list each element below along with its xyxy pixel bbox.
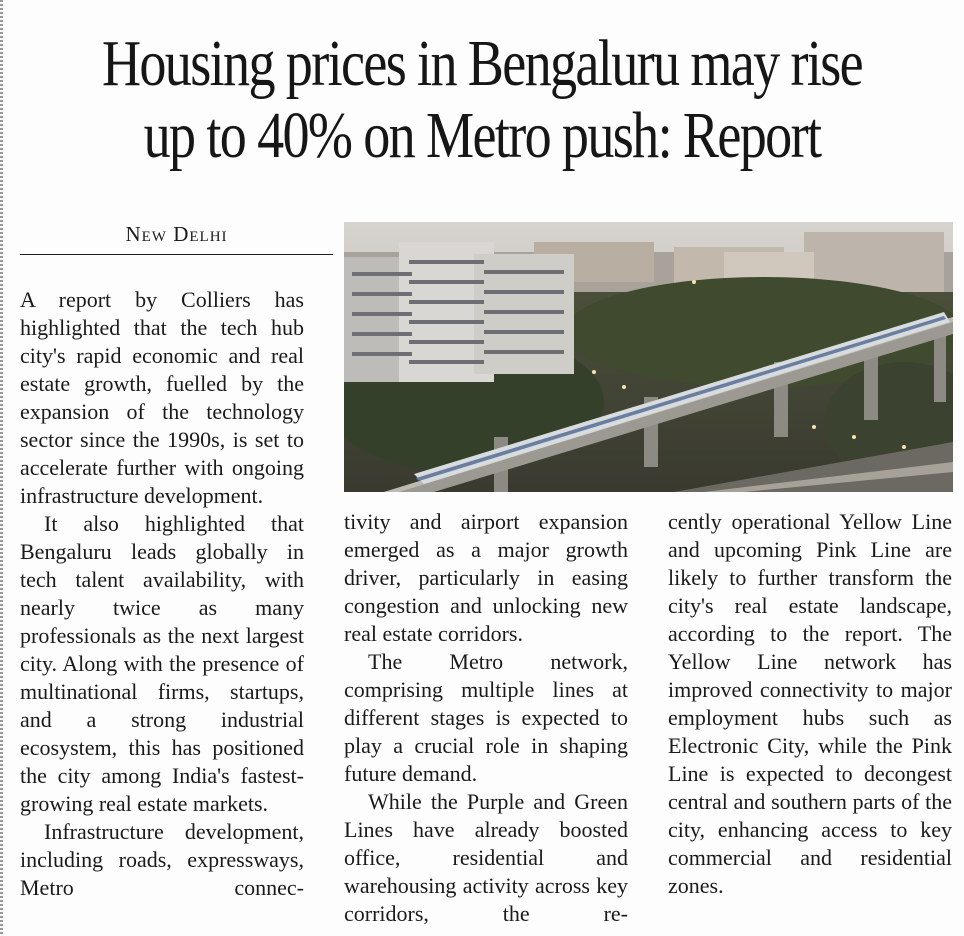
dateline: New Delhi: [125, 222, 228, 246]
paragraph: Infrastructure development, including ro…: [20, 819, 304, 900]
headline: Housing prices in Bengaluru may rise up …: [95, 28, 869, 172]
paragraph: cently operational Yellow Line and upcom…: [668, 509, 952, 898]
column-2: tivity and airport expansion emerged as …: [344, 508, 628, 928]
headline-line-2: up to 40% on Metro push: Report: [143, 99, 822, 172]
paragraph: A report by Colliers has highlighted tha…: [20, 287, 304, 508]
metro-photo: [344, 222, 953, 492]
column-1: A report by Colliers has highlighted tha…: [20, 286, 304, 902]
paragraph: The Metro network, comprising multiple l…: [344, 649, 628, 786]
page-edge: [0, 0, 3, 936]
paragraph: While the Purple and Green Lines have al…: [344, 789, 628, 926]
paragraph: It also highlighted that Bengaluru leads…: [20, 511, 304, 816]
column-3: cently operational Yellow Line and upcom…: [668, 508, 952, 900]
paragraph: tivity and airport expansion emerged as …: [344, 509, 628, 646]
elevated-metro-train-over-city-icon: [344, 222, 953, 492]
dateline-rule: [20, 254, 333, 255]
headline-line-1: Housing prices in Bengaluru may rise: [101, 27, 864, 100]
